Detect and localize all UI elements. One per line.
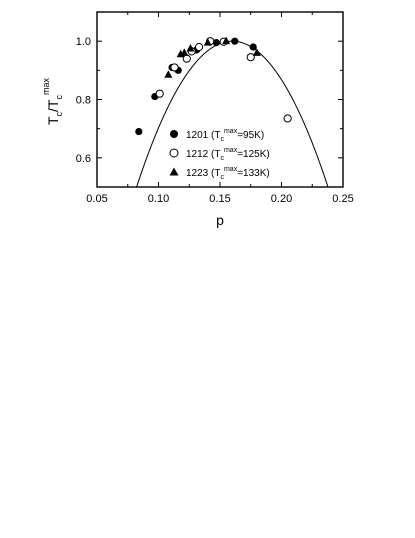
point-1212 (155, 89, 164, 98)
point-1223 (186, 43, 195, 52)
x-tick-label: 0.10 (148, 193, 169, 205)
legend-label-1212-sup: max (224, 147, 238, 154)
y-axis-label: Tc/Tcmax (41, 77, 64, 125)
legend-label-1201-prefix: 1201 (T (186, 130, 220, 141)
legend-label-1201: 1201 (Tcmax=95K) (186, 128, 264, 143)
legend-entry-1212: 1212 (Tcmax=125K) (169, 147, 270, 162)
point-1212 (246, 53, 255, 62)
point-1201 (249, 43, 257, 51)
y-tick-label: 1.0 (76, 36, 91, 48)
fit-curve (136, 40, 329, 187)
legend-label-1212-suffix: =125K) (237, 149, 270, 160)
legend-label-1212-sub: c (220, 155, 224, 162)
x-axis-label: p (216, 212, 224, 228)
x-tick-label: 0.25 (332, 193, 353, 205)
y-axis-label-main: T (45, 116, 61, 125)
point-1201 (212, 39, 220, 47)
y-tick-label: 0.6 (76, 153, 91, 165)
legend-label-1223-suffix: =133K) (237, 168, 270, 179)
legend-label-1223-prefix: 1223 (T (186, 168, 220, 179)
y-axis-label-sup: max (41, 77, 51, 95)
legend-label-1212: 1212 (Tcmax=125K) (186, 147, 270, 162)
legend-entry-1223: 1223 (Tcmax=133K) (169, 166, 270, 181)
legend-entry-1201: 1201 (Tcmax=95K) (170, 128, 264, 143)
ticks-layer: 0.05 0.10 0.15 0.20 0.25 0.6 0.8 1.0 (76, 12, 354, 205)
x-tick-label: 0.20 (271, 193, 292, 205)
legend-marker-1201 (170, 130, 178, 138)
legend-label-1223: 1223 (Tcmax=133K) (186, 166, 270, 181)
legend: 1201 (Tcmax=95K) 1212 (Tcmax=125K) 1223 … (169, 128, 270, 181)
legend-label-1201-suffix: =95K) (237, 130, 264, 141)
point-1223 (203, 38, 212, 46)
fit-curve-layer (136, 40, 329, 187)
y-axis-label-sub2: c (54, 95, 64, 100)
legend-label-1223-sub: c (220, 174, 224, 181)
legend-label-1223-sup: max (224, 166, 238, 173)
point-1201 (135, 127, 143, 136)
y-axis-label-slash: /T (45, 99, 61, 112)
legend-marker-1223 (169, 167, 179, 176)
point-1212 (182, 54, 191, 63)
point-1212 (283, 114, 292, 123)
y-tick-label: 0.8 (76, 95, 91, 107)
legend-label-1212-prefix: 1212 (T (186, 149, 220, 160)
point-1212 (194, 42, 204, 52)
x-tick-label: 0.05 (86, 193, 107, 205)
point-1223 (252, 48, 261, 56)
data-points-layer (135, 36, 292, 136)
legend-label-1201-sub: c (220, 136, 224, 143)
point-1212 (170, 63, 179, 72)
legend-label-1201-sup: max (224, 128, 238, 135)
point-1223 (180, 48, 189, 56)
point-1201 (231, 37, 239, 45)
point-1223 (222, 36, 231, 45)
y-axis-label-sub1: c (54, 111, 64, 116)
legend-marker-1212 (169, 148, 179, 158)
x-tick-label: 0.15 (209, 193, 230, 205)
point-1223 (164, 70, 173, 78)
